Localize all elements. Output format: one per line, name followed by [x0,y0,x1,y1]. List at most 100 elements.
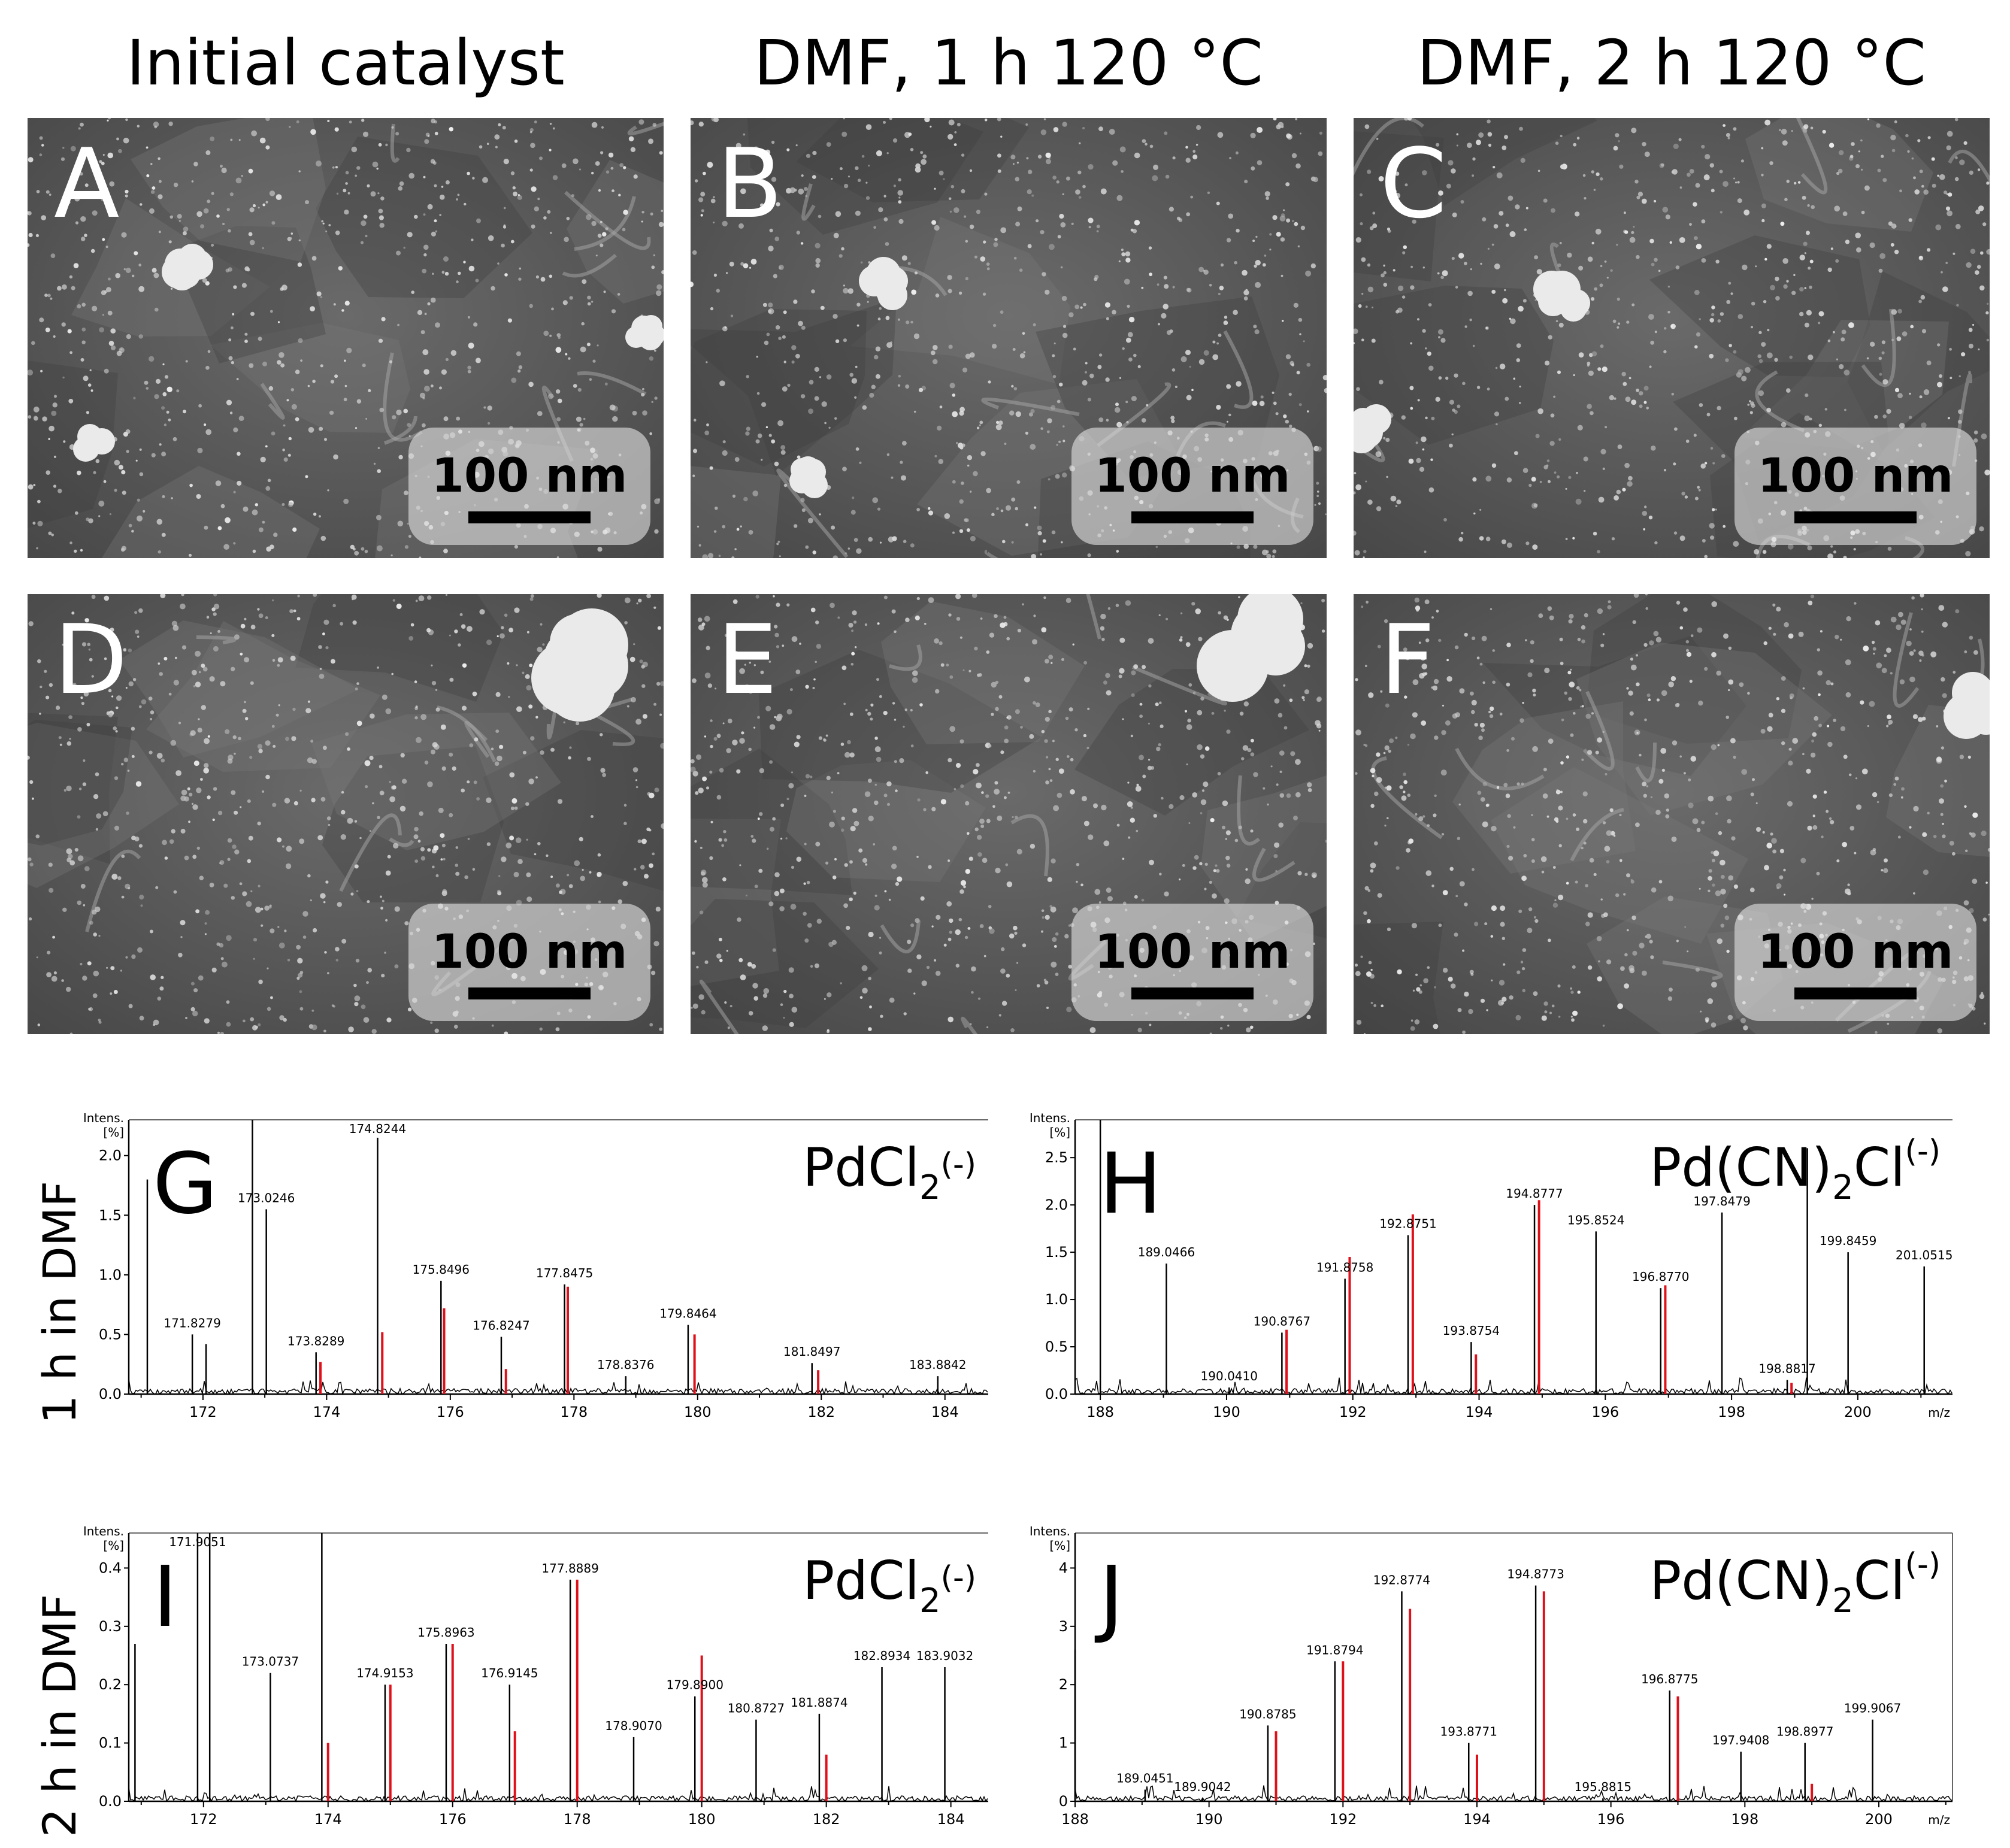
peak-label: 197.9408 [1712,1733,1769,1747]
y-axis-unit: [%] [103,1538,124,1553]
y-tick-label: 2.0 [99,1147,122,1164]
y-axis-unit: [%] [1049,1538,1070,1553]
spectrum-j: Intens. [%] 0 1 2 3 4 188 190 192 194 196 198 200 m/z 1… [1024,1521,1958,1832]
panel-letter: C [1380,128,1447,240]
scale-bar [1794,987,1917,999]
scale-label: 100 nm [431,449,628,503]
x-tick-label: 182 [813,1811,840,1828]
sem-panel-c: C 100 nm [1354,118,1990,558]
peak-label: 193.8771 [1440,1725,1497,1739]
peak-label: 183.8842 [909,1358,966,1372]
scale-box: 100 nm [408,904,650,1021]
y-tick-label: 2.0 [1045,1196,1068,1213]
y-tick-label: 0.5 [1045,1338,1068,1355]
x-tick-label: 188 [1061,1811,1089,1828]
peak-label: 173.0737 [242,1655,299,1669]
peak-label: 179.8900 [667,1678,724,1692]
x-tick-label: 194 [1466,1404,1493,1420]
panel-letter: B [717,128,783,240]
scale-box: 100 nm [1734,904,1976,1021]
peak-label: 197.8479 [1693,1194,1750,1208]
species-label: Pd(CN)2Cl(-) [1649,1547,1941,1620]
y-tick-label: 0.0 [99,1793,122,1810]
peak-label: 199.9067 [1844,1701,1901,1716]
peak-label: 174.9153 [356,1666,413,1680]
spectrum-h: Intens. [%] 0.0 0.5 1.0 1.5 2.0 2.5 188 190 192 194… [1024,1108,1958,1425]
y-axis-unit: [%] [1049,1125,1070,1140]
spectrum-i-svg: Intens.[%] 0.0 0.1 0.2 0.3 0.4 172 174 176 178 180… [83,1524,988,1828]
y-tick-label: 2 [1059,1676,1068,1693]
peak-label: 180.8727 [728,1701,785,1716]
peak-label: 174.8244 [349,1122,406,1136]
peak-label: 171.9051 [169,1535,226,1549]
y-tick-label: 1.5 [99,1207,122,1223]
peak-label: 194.8777 [1506,1186,1563,1201]
peak-label: 183.9032 [916,1649,973,1663]
peak-label: 192.8751 [1379,1217,1436,1231]
peak-label: 199.8459 [1820,1234,1876,1248]
sem-panel-d: D 100 nm [28,594,664,1034]
x-tick-label: 200 [1844,1404,1872,1420]
peak-label: 201.0515 [1896,1248,1953,1262]
y-tick-label: 0.2 [99,1676,122,1693]
scale-label: 100 nm [1094,925,1291,979]
y-tick-label: 1.0 [99,1267,122,1283]
sem-panel-e: E 100 nm [691,594,1327,1034]
x-tick-label: 184 [931,1404,959,1420]
y-tick-label: 0.1 [99,1735,122,1752]
x-tick-label: 178 [560,1404,588,1420]
x-tick-label: 174 [313,1404,340,1420]
x-tick-label: 188 [1086,1404,1114,1420]
peak-label: 190.8767 [1254,1314,1310,1328]
y-tick-label: 1.0 [1045,1291,1068,1308]
y-tick-label: 0.0 [1045,1386,1068,1402]
scale-bar [1131,987,1254,999]
spectrum-g-svg: Intens.[%] 0.0 0.5 1.0 1.5 2.0 172 174 176 178 180… [83,1111,988,1420]
peak-label: 176.9145 [481,1666,538,1680]
x-tick-label: 190 [1195,1811,1223,1828]
panel-letter: J [1094,1549,1124,1646]
peak-label: 178.9070 [605,1719,662,1733]
y-tick-label: 0.3 [99,1618,122,1635]
panel-letter: H [1099,1135,1162,1233]
sem-texture [1354,118,1990,558]
scale-bar [1131,511,1254,523]
peak-label: 177.8889 [541,1561,598,1576]
x-tick-label: 172 [190,1811,217,1828]
baseline-noise [128,1379,988,1396]
x-axis-label: m/z [1928,1405,1950,1420]
peak-label: 191.8758 [1316,1260,1373,1274]
baseline-noise [128,1786,988,1802]
peak-label: 176.8247 [473,1318,529,1332]
peak-label: 181.8497 [783,1344,840,1359]
y-axis-unit: [%] [103,1125,124,1140]
x-tick-label: 174 [314,1811,342,1828]
scale-box: 100 nm [1071,904,1313,1021]
peak-label: 171.8279 [164,1316,220,1330]
y-tick-label: 0.5 [99,1326,122,1343]
y-axis-label: Intens. [1030,1524,1070,1538]
sem-panel-a: A 100 nm [28,118,664,558]
peak-label: 196.8775 [1641,1672,1698,1686]
x-tick-label: 172 [189,1404,217,1420]
scale-label: 100 nm [1757,925,1954,979]
spectrum-h-svg: Intens.[%] 0.0 0.5 1.0 1.5 2.0 2.5 188 190 192 194… [1030,1111,1953,1420]
scale-box: 100 nm [1734,428,1976,545]
y-axis-label: Intens. [83,1524,124,1538]
peak-label: 182.8934 [853,1649,910,1663]
scale-bar [468,987,591,999]
x-tick-label: 192 [1329,1811,1357,1828]
spectrum-i: Intens. [%] 0.0 0.1 0.2 0.3 0.4 172 174 176 178 180… [78,1521,994,1832]
scale-label: 100 nm [431,925,628,979]
peak-label: 191.8794 [1306,1643,1363,1657]
panel-letter: G [153,1135,218,1233]
peak-label: 173.0246 [238,1190,295,1205]
peak-label: 173.8289 [287,1334,344,1348]
y-tick-label: 0.0 [99,1386,122,1402]
peak-label: 175.8496 [413,1262,470,1277]
peak-label: 178.8376 [597,1358,654,1372]
x-tick-label: 180 [688,1811,716,1828]
scale-bar [468,511,591,523]
y-axis-label: Intens. [83,1111,124,1125]
species-label: Pd(CN)2Cl(-) [1649,1134,1941,1207]
